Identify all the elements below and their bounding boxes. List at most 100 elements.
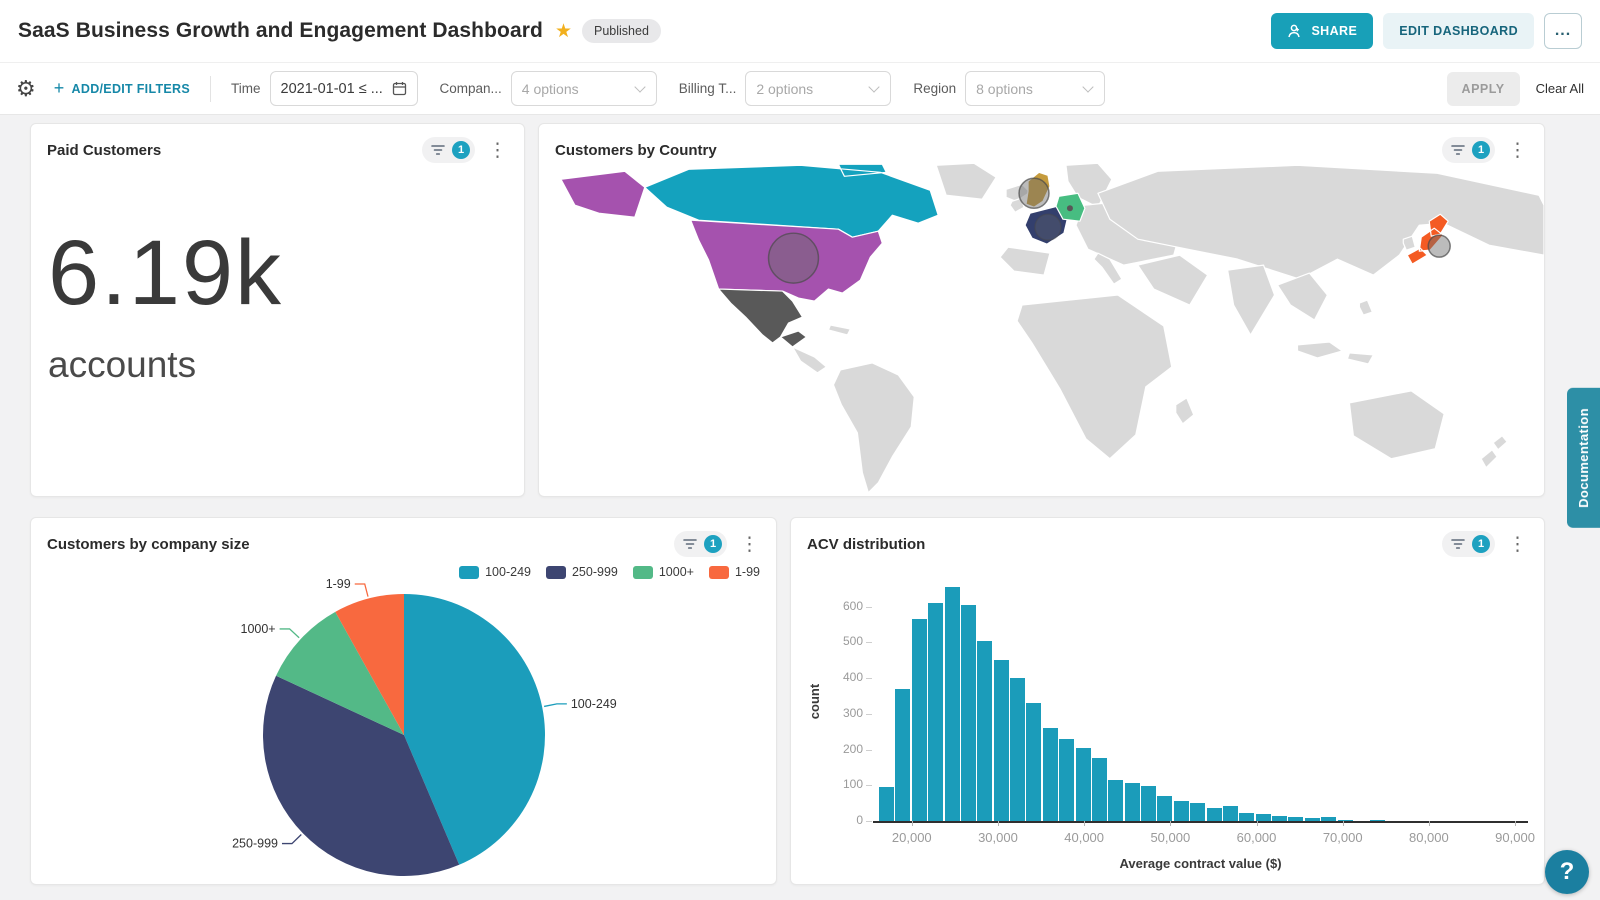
hist-bar[interactable]: [1173, 801, 1189, 821]
widget-menu-kebab-icon[interactable]: ⋮: [1508, 139, 1527, 161]
pie-slice-1-99[interactable]: [335, 594, 404, 735]
map-region-middle-east[interactable]: [1137, 254, 1209, 306]
pie-slice-100-249[interactable]: [404, 594, 545, 865]
hist-bar[interactable]: [1091, 758, 1107, 821]
hist-x-tick-label: 20,000: [891, 830, 932, 845]
widget-filter-chip[interactable]: 1: [1442, 137, 1495, 163]
hist-bar[interactable]: [1222, 806, 1238, 821]
map-country-italy[interactable]: [1093, 252, 1123, 285]
widget-menu-kebab-icon[interactable]: ⋮: [488, 139, 507, 161]
clear-all-filters-button[interactable]: Clear All: [1535, 81, 1584, 96]
map-region-asia[interactable]: [1097, 164, 1544, 280]
hist-x-tick-mark: [1428, 821, 1430, 826]
hist-y-tick-mark: [866, 749, 872, 751]
hist-bar[interactable]: [1124, 782, 1140, 821]
settings-gear-icon[interactable]: ⚙: [16, 75, 36, 101]
hist-bar[interactable]: [879, 787, 895, 821]
widget-filter-chip[interactable]: 1: [422, 137, 475, 163]
hist-bar[interactable]: [1206, 807, 1222, 821]
add-edit-filters-button[interactable]: + ADD/EDIT FILTERS: [53, 78, 191, 98]
help-button[interactable]: ?: [1545, 850, 1589, 894]
hist-bar[interactable]: [1157, 796, 1173, 821]
hist-bar[interactable]: [1304, 818, 1320, 821]
map-region-se-asia[interactable]: [1276, 272, 1329, 321]
map-country-united-kingdom[interactable]: [1025, 171, 1051, 208]
legend-label: 250-999: [571, 565, 618, 579]
map-bubble-usa[interactable]: [767, 232, 820, 284]
map-country-united-states[interactable]: [690, 219, 883, 302]
legend-item[interactable]: 1000+: [632, 565, 694, 579]
hist-bar[interactable]: [1321, 817, 1337, 821]
map-country-cuba[interactable]: [827, 324, 851, 336]
hist-y-tick-mark: [866, 821, 872, 822]
hist-bar[interactable]: [928, 603, 944, 821]
widget-title: ACV distribution: [807, 535, 926, 553]
map-bubble-uk[interactable]: [1018, 177, 1050, 209]
billing-filter-select[interactable]: 2 options: [745, 71, 892, 106]
share-button[interactable]: SHARE: [1271, 13, 1374, 49]
widget-menu-kebab-icon[interactable]: ⋮: [740, 533, 759, 555]
hist-bar[interactable]: [1190, 803, 1206, 821]
hist-bar[interactable]: [1255, 813, 1271, 821]
map-country-korea[interactable]: [1402, 235, 1416, 251]
more-options-button[interactable]: ...: [1544, 13, 1582, 49]
documentation-tab[interactable]: Documentation: [1567, 388, 1600, 528]
widget-filter-chip[interactable]: 1: [1442, 531, 1495, 557]
hist-bar[interactable]: [1288, 816, 1304, 821]
hist-bar[interactable]: [1272, 815, 1288, 821]
map-country-philippines[interactable]: [1358, 299, 1373, 316]
map-country-iceland[interactable]: [1005, 183, 1031, 202]
hist-bar[interactable]: [1337, 820, 1353, 821]
favorite-star-icon[interactable]: ★: [554, 20, 572, 42]
map-region-south-america[interactable]: [832, 362, 915, 494]
hist-bar[interactable]: [1059, 738, 1075, 821]
hist-bar[interactable]: [944, 586, 960, 821]
pie-slice-1000+[interactable]: [276, 611, 404, 735]
map-bubble-japan[interactable]: [1427, 234, 1451, 258]
map-country-greenland[interactable]: [935, 162, 997, 200]
region-filter-select[interactable]: 8 options: [965, 71, 1106, 106]
map-country-mexico[interactable]: [718, 288, 808, 348]
hist-bar[interactable]: [1108, 779, 1124, 821]
map-country-new-zealand[interactable]: [1480, 449, 1498, 469]
hist-x-tick-mark: [1170, 821, 1172, 826]
map-country-australia[interactable]: [1348, 390, 1445, 460]
apply-filters-button[interactable]: APPLY: [1446, 71, 1520, 106]
time-filter-input[interactable]: 2021-01-01 ≤ ...: [269, 71, 418, 106]
company-filter-select[interactable]: 4 options: [510, 71, 657, 106]
hist-bar[interactable]: [1010, 678, 1026, 821]
map-country-madagascar[interactable]: [1175, 397, 1195, 425]
company-filter-label: Compan...: [439, 81, 502, 96]
legend-item[interactable]: 250-999: [545, 565, 618, 579]
legend-item[interactable]: 1-99: [708, 565, 760, 579]
legend-item[interactable]: 100-249: [459, 565, 531, 579]
map-country-indonesia[interactable]: [1296, 341, 1343, 359]
map-bubble-germany[interactable]: [1066, 205, 1073, 212]
map-bubble-france[interactable]: [1034, 213, 1062, 241]
pie-slice-250-999[interactable]: [263, 675, 460, 876]
hist-bar[interactable]: [1370, 819, 1386, 821]
map-region-central-america[interactable]: [791, 346, 828, 374]
hist-bar[interactable]: [993, 660, 1009, 821]
hist-bar[interactable]: [911, 619, 927, 821]
map-region-africa[interactable]: [1016, 294, 1173, 460]
map-country-alaska[interactable]: [560, 170, 646, 218]
edit-dashboard-button[interactable]: EDIT DASHBOARD: [1383, 13, 1534, 49]
chevron-down-icon: [1082, 81, 1094, 93]
map-country-japan[interactable]: [1406, 213, 1449, 265]
widget-menu-kebab-icon[interactable]: ⋮: [1508, 533, 1527, 555]
hist-bar[interactable]: [1042, 728, 1058, 821]
hist-y-tick-label: 500: [842, 634, 863, 649]
map-country-india[interactable]: [1227, 264, 1276, 336]
hist-bar[interactable]: [1026, 703, 1042, 821]
widget-filter-chip[interactable]: 1: [674, 531, 727, 557]
hist-bar[interactable]: [1075, 747, 1091, 821]
map-region-iberia[interactable]: [999, 246, 1051, 276]
hist-bar[interactable]: [1141, 785, 1157, 821]
hist-bar[interactable]: [960, 604, 976, 821]
hist-bar[interactable]: [977, 640, 993, 821]
map-country-new-zealand-north[interactable]: [1492, 435, 1508, 451]
hist-bar[interactable]: [895, 688, 911, 821]
map-country-indonesia-east[interactable]: [1346, 352, 1374, 365]
hist-bar[interactable]: [1239, 813, 1255, 821]
